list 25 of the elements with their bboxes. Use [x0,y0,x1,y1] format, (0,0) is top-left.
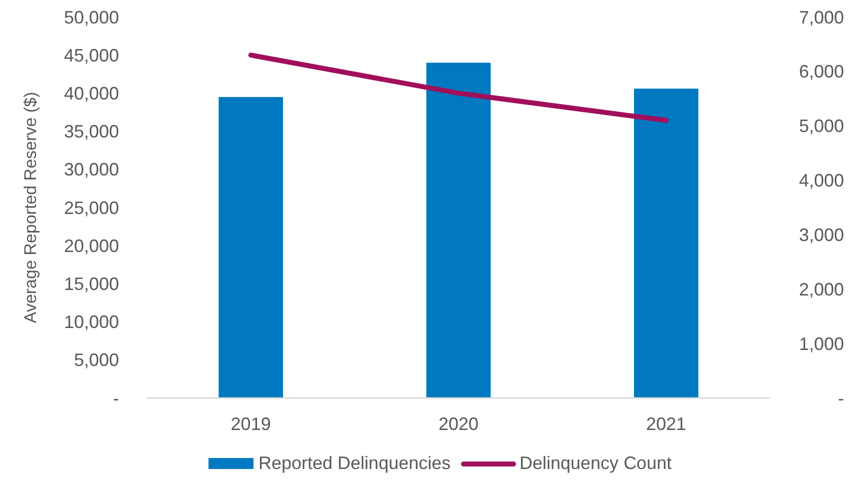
y-tick-label: 25,000 [64,198,119,218]
y-tick-label: 5,000 [74,350,119,370]
y-tick-label: 20,000 [64,236,119,256]
y2-tick-label: 1,000 [798,334,844,354]
legend-label: Reported Delinquencies [258,453,451,473]
y-tick-label: 50,000 [64,7,119,28]
y-tick-label: 35,000 [64,122,119,142]
y-tick-label: 15,000 [64,274,119,294]
y2-tick-label: 6,000 [798,62,844,82]
y2-tick-label: 2,000 [798,279,844,300]
x-tick-label: 2021 [646,414,686,434]
y-tick-label: 10,000 [64,312,119,332]
y2-tick-label: 4,000 [798,170,844,191]
legend-label: Delinquency Count [520,453,672,473]
y2-tick-label: 3,000 [798,225,844,246]
y-tick-label: 40,000 [64,84,119,104]
y2-tick-label: - [838,388,844,408]
y-tick-label: 45,000 [64,45,119,66]
x-tick-label: 2019 [230,414,271,434]
y-tick-label: - [113,388,119,408]
y2-tick-label: 5,000 [798,116,844,136]
y2-tick-label: 7,000 [798,7,844,28]
x-tick-label: 2020 [438,414,479,434]
y-axis-title: Average Reported Reserve ($) [21,92,40,324]
y-tick-label: 30,000 [64,160,119,180]
